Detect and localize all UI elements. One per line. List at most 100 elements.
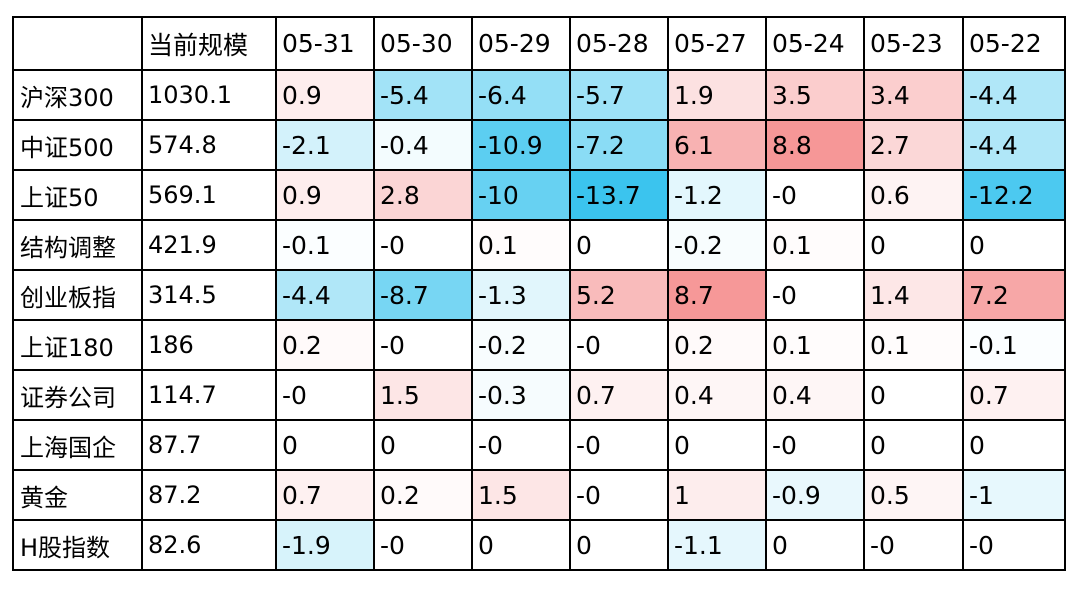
heatmap-cell: 0.2: [373, 469, 473, 521]
heatmap-cell: -0.1: [962, 319, 1066, 371]
heatmap-cell: 0: [863, 419, 964, 471]
scale-cell: 87.7: [141, 419, 277, 471]
heatmap-cell: -0: [373, 219, 473, 271]
scale-cell: 314.5: [141, 269, 277, 321]
header-date: 05-31: [275, 16, 375, 71]
scale-cell: 87.2: [141, 469, 277, 521]
heatmap-cell: -0: [471, 419, 571, 471]
table-row: 沪深300 1030.1 0.9 -5.4 -6.4 -5.7 1.9 3.5 3.4 -4.4: [12, 69, 1066, 121]
heatmap-cell: 0: [569, 219, 669, 271]
heatmap-cell: -0: [275, 369, 375, 421]
header-scale: 当前规模: [141, 16, 277, 71]
heatmap-cell: 0.9: [275, 169, 375, 221]
heatmap-cell: -0.3: [471, 369, 571, 421]
heatmap-cell: 1.5: [373, 369, 473, 421]
heatmap-cell: -0: [765, 169, 865, 221]
heatmap-cell: -0.1: [275, 219, 375, 271]
scale-cell: 82.6: [141, 519, 277, 571]
heatmap-cell: -0: [373, 319, 473, 371]
heatmap-cell: -1: [962, 469, 1066, 521]
heatmap-cell: 0: [863, 369, 964, 421]
heatmap-cell: 0: [667, 419, 767, 471]
header-date: 05-27: [667, 16, 767, 71]
heatmap-cell: 0.4: [765, 369, 865, 421]
header-date: 05-24: [765, 16, 865, 71]
heatmap-cell: 0.1: [863, 319, 964, 371]
row-label: 中证500: [12, 119, 143, 171]
heatmap-cell: -4.4: [275, 269, 375, 321]
heatmap-cell: -0: [863, 519, 964, 571]
heatmap-cell: 0: [471, 519, 571, 571]
header-date: 05-28: [569, 16, 669, 71]
heatmap-cell: 0: [962, 219, 1066, 271]
scale-cell: 1030.1: [141, 69, 277, 121]
heatmap-cell: 0: [373, 419, 473, 471]
heatmap-cell: -13.7: [569, 169, 669, 221]
scale-cell: 421.9: [141, 219, 277, 271]
row-label: 上证50: [12, 169, 143, 221]
header-date: 05-23: [863, 16, 964, 71]
heatmap-cell: -1.9: [275, 519, 375, 571]
header-date: 05-22: [962, 16, 1066, 71]
heatmap-cell: 8.7: [667, 269, 767, 321]
heatmap-cell: 0: [765, 519, 865, 571]
heatmap-cell: -12.2: [962, 169, 1066, 221]
heatmap-cell: -0: [765, 419, 865, 471]
heatmap-cell: 1: [667, 469, 767, 521]
row-label: 上证180: [12, 319, 143, 371]
heatmap-cell: -0.2: [667, 219, 767, 271]
heatmap-cell: 1.4: [863, 269, 964, 321]
heatmap-cell: 1.5: [471, 469, 571, 521]
heatmap-cell: -0: [962, 519, 1066, 571]
heatmap-cell: -0: [569, 419, 669, 471]
heatmap-cell: -5.4: [373, 69, 473, 121]
row-label: 证券公司: [12, 369, 143, 421]
table-row: 结构调整 421.9 -0.1 -0 0.1 0 -0.2 0.1 0 0: [12, 219, 1066, 271]
heatmap-cell: 1.9: [667, 69, 767, 121]
heatmap-cell: -2.1: [275, 119, 375, 171]
table-row: 黄金 87.2 0.7 0.2 1.5 -0 1 -0.9 0.5 -1: [12, 469, 1066, 521]
heatmap-cell: -0.2: [471, 319, 571, 371]
heatmap-cell: 0.7: [275, 469, 375, 521]
heatmap-cell: 3.4: [863, 69, 964, 121]
heatmap-cell: 7.2: [962, 269, 1066, 321]
heatmap-cell: 0.1: [471, 219, 571, 271]
table-body: 沪深300 1030.1 0.9 -5.4 -6.4 -5.7 1.9 3.5 3.4 -4.4 中…: [12, 69, 1066, 571]
header-corner-cell: [12, 16, 143, 71]
table-row: 上海国企 87.7 0 0 -0 -0 0 -0 0 0: [12, 419, 1066, 471]
header-row: 当前规模 05-31 05-30 05-29 05-28 05-27 05-24…: [12, 16, 1066, 71]
heatmap-cell: -1.2: [667, 169, 767, 221]
heatmap-cell: 0.1: [765, 319, 865, 371]
heatmap-cell: -0: [569, 469, 669, 521]
header-date: 05-29: [471, 16, 571, 71]
row-label: 创业板指: [12, 269, 143, 321]
heatmap-cell: -0: [569, 319, 669, 371]
heatmap-cell: -0: [373, 519, 473, 571]
table-row: 上证180 186 0.2 -0 -0.2 -0 0.2 0.1 0.1 -0.1: [12, 319, 1066, 371]
heatmap-cell: -0.4: [373, 119, 473, 171]
table-row: 证券公司 114.7 -0 1.5 -0.3 0.7 0.4 0.4 0 0.7: [12, 369, 1066, 421]
heatmap-cell: -5.7: [569, 69, 669, 121]
heatmap-cell: 0.9: [275, 69, 375, 121]
heatmap-cell: -1.3: [471, 269, 571, 321]
table-row: 上证50 569.1 0.9 2.8 -10 -13.7 -1.2 -0 0.6 -12.2: [12, 169, 1066, 221]
row-label: H股指数: [12, 519, 143, 571]
row-label: 沪深300: [12, 69, 143, 121]
heatmap-cell: -7.2: [569, 119, 669, 171]
heatmap-cell: 8.8: [765, 119, 865, 171]
heatmap-cell: 0: [275, 419, 375, 471]
row-label: 黄金: [12, 469, 143, 521]
heatmap-cell: 0.7: [962, 369, 1066, 421]
heatmap-cell: 0.6: [863, 169, 964, 221]
heatmap-cell: 3.5: [765, 69, 865, 121]
heatmap-cell: -10.9: [471, 119, 571, 171]
heatmap-cell: -4.4: [962, 119, 1066, 171]
table-row: 创业板指 314.5 -4.4 -8.7 -1.3 5.2 8.7 -0 1.4 7.2: [12, 269, 1066, 321]
heatmap-cell: 2.7: [863, 119, 964, 171]
heatmap-cell: -8.7: [373, 269, 473, 321]
scale-cell: 114.7: [141, 369, 277, 421]
row-label: 结构调整: [12, 219, 143, 271]
heatmap-cell: 0.2: [667, 319, 767, 371]
heatmap-cell: 2.8: [373, 169, 473, 221]
heatmap-cell: 6.1: [667, 119, 767, 171]
